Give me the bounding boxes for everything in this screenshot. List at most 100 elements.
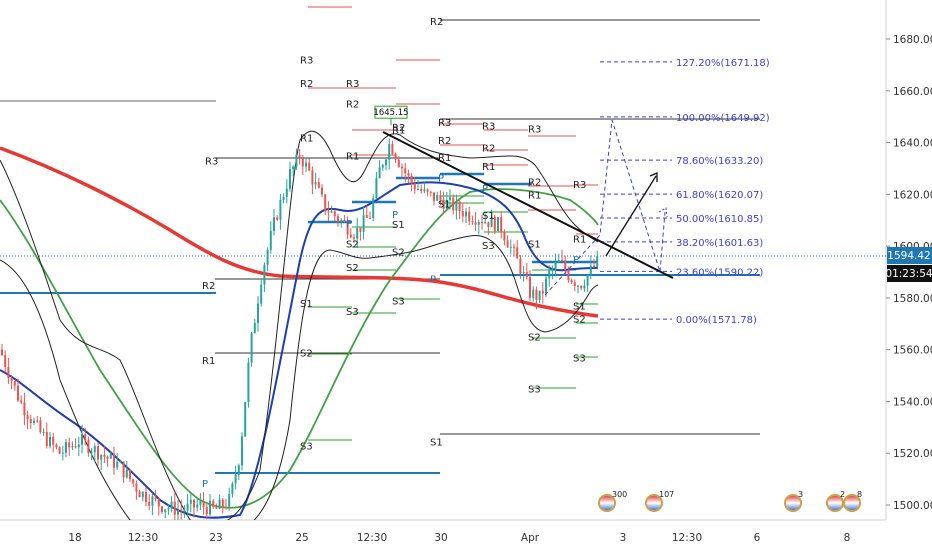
candle-body bbox=[116, 461, 119, 468]
y-tick-label: 1560.00 bbox=[893, 345, 932, 357]
candle-body bbox=[359, 227, 362, 232]
candle-body bbox=[135, 483, 138, 492]
fib-level-label: 50.00%(1610.85) bbox=[676, 214, 763, 225]
time-axis: 18 12:30 23 25 12:30 30 Apr 3 12:30 6 8 bbox=[68, 532, 850, 544]
candle-body bbox=[369, 217, 371, 219]
candle-body bbox=[141, 491, 144, 498]
candle-body bbox=[439, 195, 442, 200]
candle-body bbox=[372, 198, 375, 218]
event-marker[interactable]: 8 bbox=[843, 490, 862, 512]
pivot-label: P bbox=[202, 479, 208, 490]
candle-body bbox=[129, 469, 131, 480]
candle-body bbox=[401, 166, 403, 169]
candlestick-series bbox=[1, 138, 599, 520]
projection-arrowhead bbox=[649, 172, 658, 182]
candle-body bbox=[458, 201, 461, 211]
candle-body bbox=[276, 217, 279, 220]
candle-body bbox=[378, 167, 381, 179]
candle-body bbox=[58, 447, 61, 454]
candle-body bbox=[509, 246, 512, 248]
candle-body bbox=[39, 420, 42, 433]
candle-body bbox=[567, 270, 570, 281]
candle-body bbox=[580, 285, 583, 289]
candle-body bbox=[391, 144, 394, 154]
candle-body bbox=[337, 216, 339, 222]
event-marker[interactable]: 107 bbox=[645, 490, 674, 512]
candle-body bbox=[375, 178, 378, 199]
pivot-label: P bbox=[573, 255, 579, 266]
pivot-label: S2 bbox=[392, 247, 405, 258]
candle-body bbox=[423, 189, 426, 192]
candle-body bbox=[557, 259, 560, 263]
candle-body bbox=[65, 442, 67, 453]
candle-body bbox=[545, 278, 547, 294]
pivot-label: S3 bbox=[573, 353, 586, 364]
candle-body bbox=[55, 444, 58, 448]
candle-body bbox=[125, 469, 128, 478]
x-tick-label: 23 bbox=[209, 532, 222, 544]
candle-body bbox=[314, 182, 317, 185]
candle-body bbox=[231, 483, 234, 495]
candle-body bbox=[436, 195, 439, 201]
last-price-badge: 1594.42 bbox=[887, 247, 932, 264]
candle-body bbox=[292, 166, 295, 170]
candle-body bbox=[113, 454, 115, 468]
candle-body bbox=[305, 162, 307, 167]
fib-level-label: 23.60%(1590.22) bbox=[676, 267, 763, 278]
fib-level-label: 127.20%(1671.18) bbox=[676, 58, 770, 69]
candle-body bbox=[103, 454, 106, 457]
x-tick-label: 8 bbox=[844, 532, 851, 544]
candle-body bbox=[365, 215, 368, 218]
candle-body bbox=[516, 247, 519, 259]
event-marker[interactable]: 2 bbox=[826, 490, 845, 512]
candle-body bbox=[193, 499, 195, 508]
y-tick-label: 1660.00 bbox=[893, 86, 932, 98]
peak-label-text: 1645.15 bbox=[373, 108, 408, 118]
candle-body bbox=[26, 415, 29, 420]
fib-level-label: 78.60%(1633.20) bbox=[676, 156, 763, 167]
candle-body bbox=[161, 506, 163, 512]
projection-arrow-up bbox=[605, 175, 657, 257]
pivot-label: P bbox=[392, 210, 398, 221]
candle-body bbox=[132, 479, 135, 484]
candle-body bbox=[522, 272, 525, 274]
candle-body bbox=[212, 500, 215, 507]
candle-body bbox=[589, 265, 592, 275]
candle-body bbox=[308, 162, 311, 171]
x-tick-label: 30 bbox=[434, 532, 447, 544]
x-tick-label: 12:30 bbox=[128, 532, 158, 544]
candle-body bbox=[513, 246, 515, 248]
downtrend-line bbox=[382, 131, 674, 279]
us-flag-icon bbox=[784, 494, 802, 512]
candle-body bbox=[317, 182, 320, 188]
event-marker[interactable]: 300 bbox=[598, 490, 627, 512]
candle-body bbox=[394, 153, 397, 160]
candle-body bbox=[484, 221, 487, 224]
candle-body bbox=[442, 199, 445, 209]
candle-body bbox=[52, 436, 55, 445]
y-tick-label: 1640.00 bbox=[893, 138, 932, 150]
event-marker[interactable]: 3 bbox=[784, 490, 803, 512]
candle-body bbox=[362, 215, 365, 232]
candle-body bbox=[199, 501, 202, 505]
candle-body bbox=[247, 362, 250, 403]
candle-body bbox=[244, 402, 247, 437]
pivot-label: S3 bbox=[482, 241, 495, 252]
fib-level-label: 0.00%(1571.78) bbox=[676, 315, 757, 326]
candle-body bbox=[525, 272, 528, 278]
candle-body bbox=[455, 201, 458, 211]
candle-body bbox=[164, 509, 167, 512]
candle-body bbox=[577, 285, 579, 287]
candle-body bbox=[541, 290, 544, 294]
candle-body bbox=[167, 508, 170, 510]
candle-body bbox=[237, 465, 240, 476]
candle-body bbox=[481, 221, 483, 224]
candle-body bbox=[289, 169, 291, 189]
candle-body bbox=[77, 444, 80, 448]
pivot-label: S1 bbox=[482, 211, 495, 222]
candle-body bbox=[468, 211, 471, 221]
candle-body bbox=[570, 280, 573, 283]
candle-body bbox=[154, 496, 157, 499]
pivot-label: R3 bbox=[573, 180, 586, 191]
